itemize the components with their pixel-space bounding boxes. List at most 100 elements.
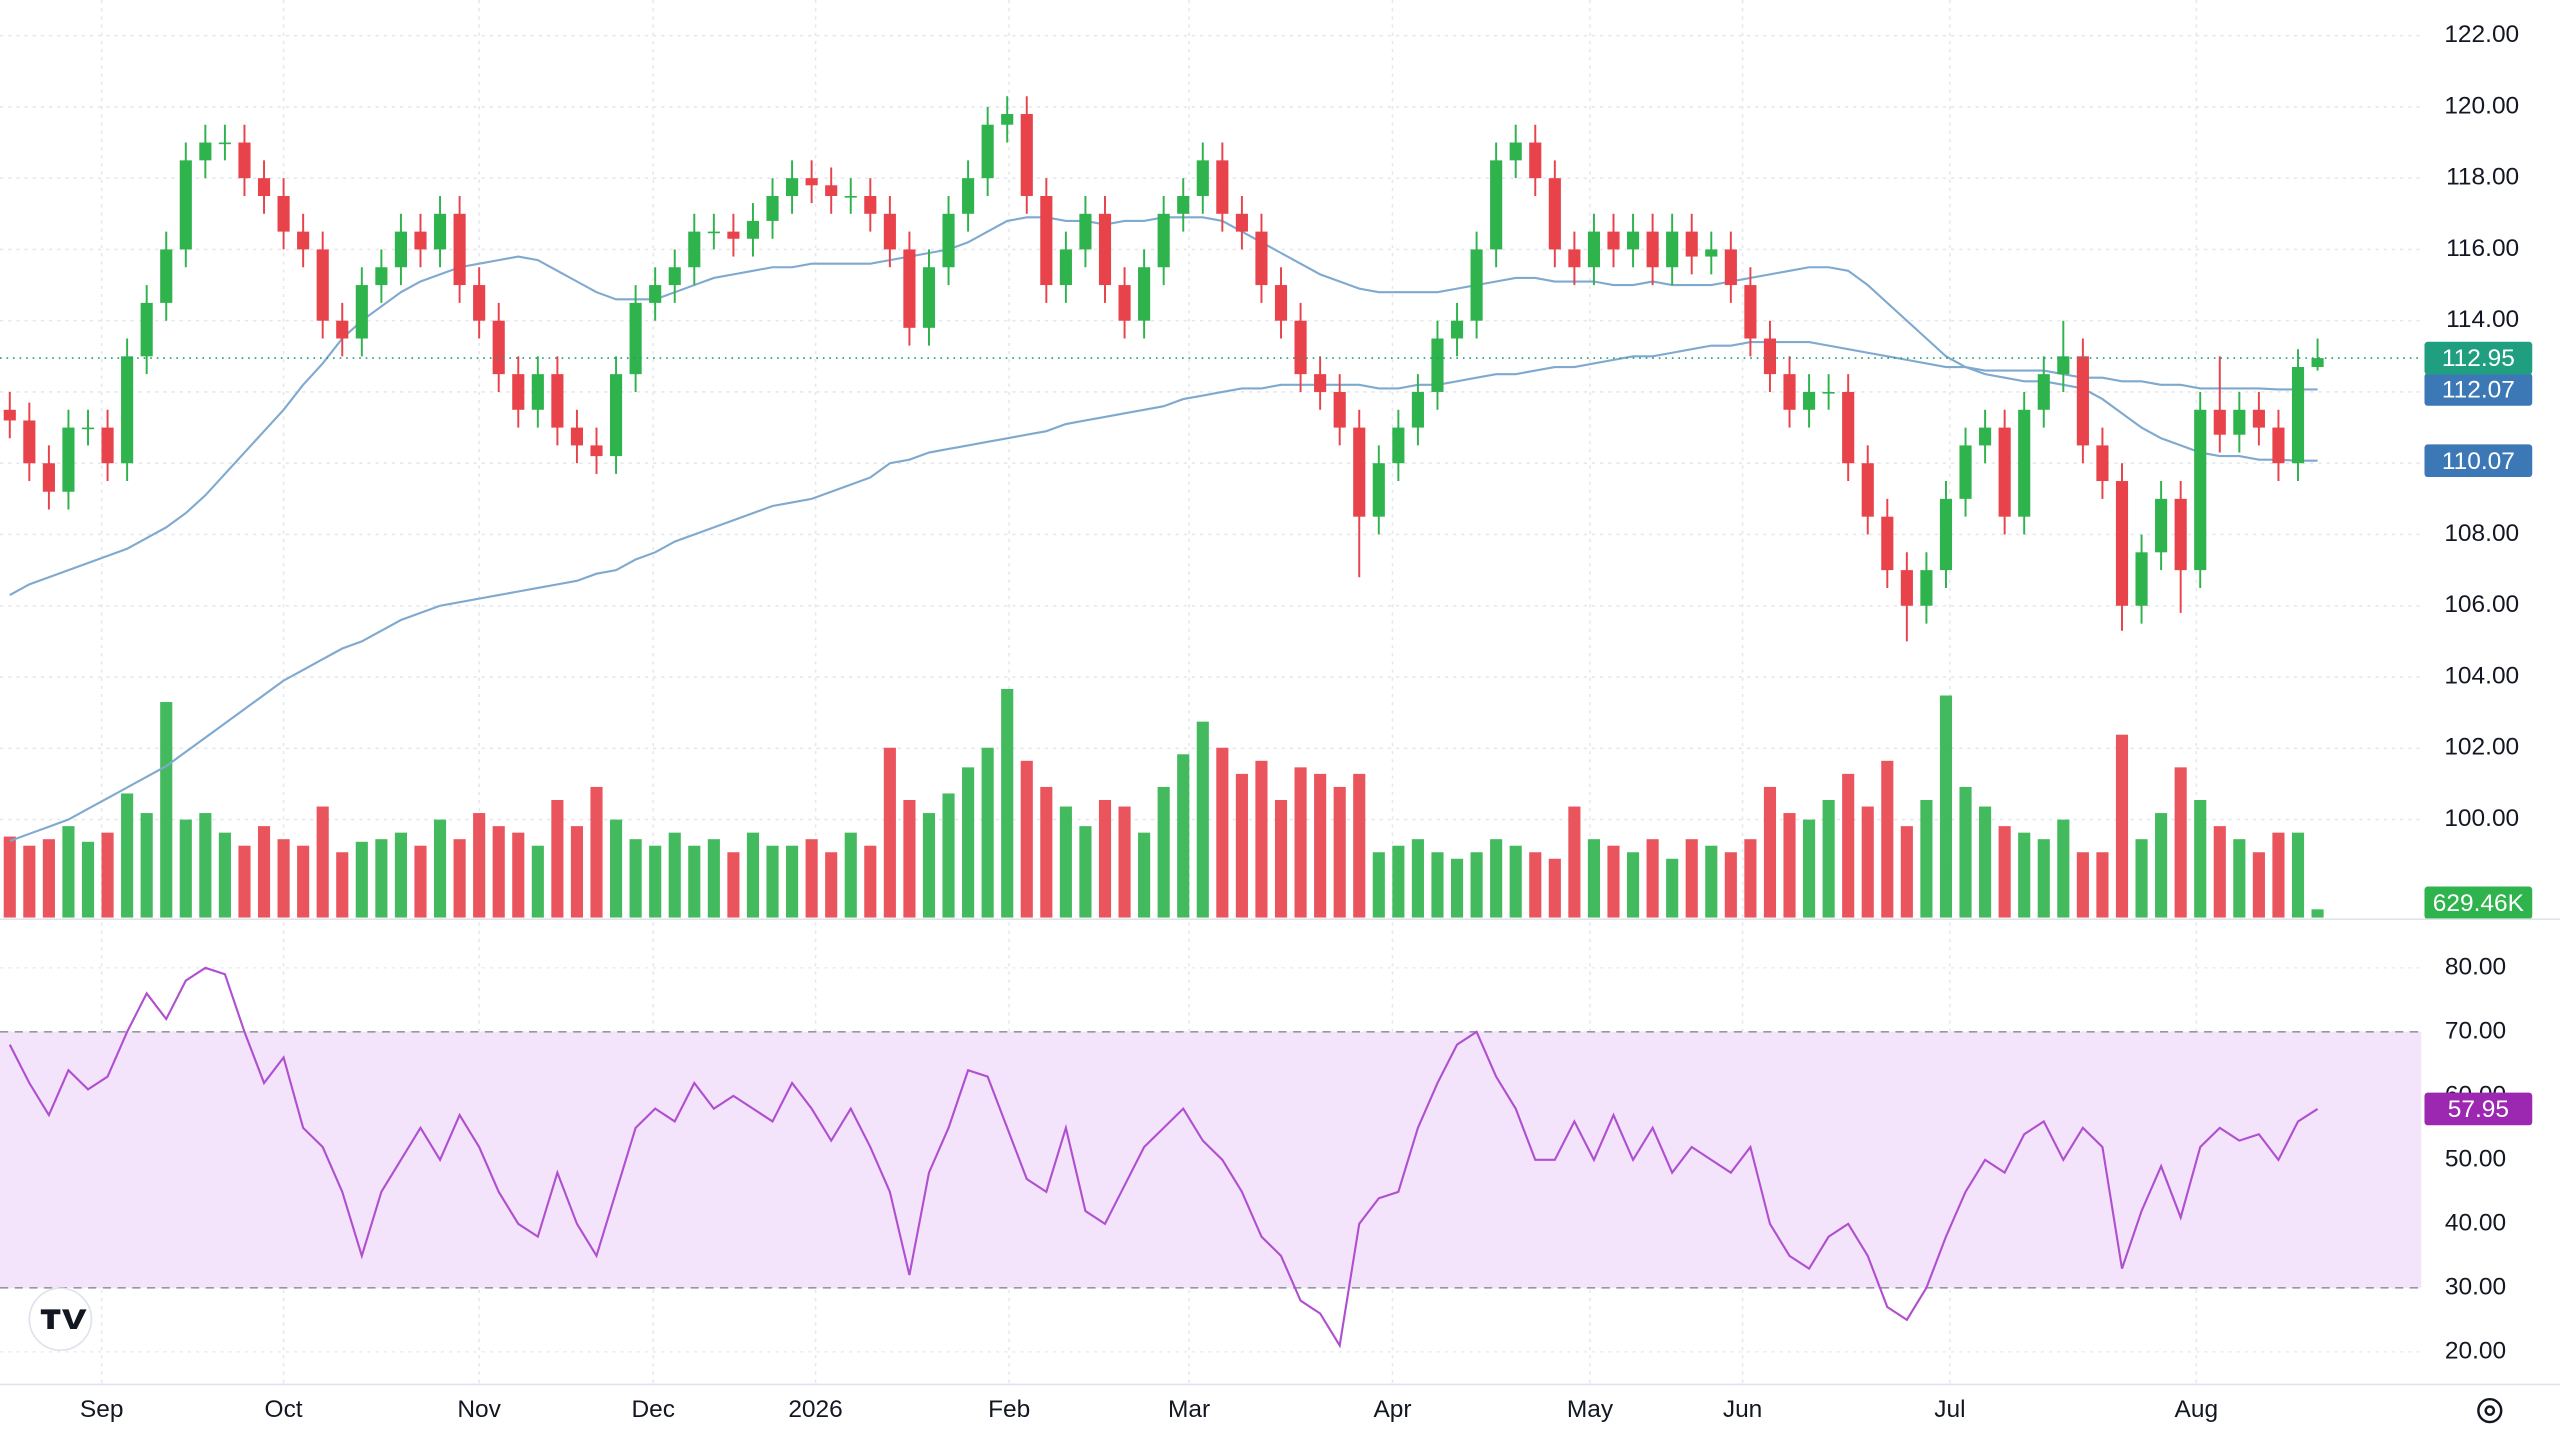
- volume-bar: [1353, 773, 1366, 918]
- x-tick-label: Feb: [988, 1396, 1030, 1423]
- volume-bar: [1900, 826, 1913, 918]
- candle: [218, 124, 231, 161]
- volume-bar: [2115, 734, 2129, 918]
- candle-body: [2135, 552, 2148, 606]
- volume-bar: [531, 845, 544, 918]
- candle-body: [1763, 338, 1777, 375]
- candle: [531, 356, 544, 428]
- candle-body: [1783, 374, 1796, 410]
- x-tick-label: Jun: [1723, 1396, 1762, 1423]
- candle: [1157, 195, 1170, 286]
- candle: [1666, 213, 1679, 286]
- volume-bar: [2037, 839, 2050, 918]
- candle-body: [394, 231, 407, 268]
- volume-bar: [962, 767, 975, 918]
- candle-body: [1705, 249, 1718, 257]
- candle: [179, 142, 192, 268]
- settings-button[interactable]: [2477, 1397, 2503, 1424]
- x-tick-label: May: [1567, 1396, 1614, 1423]
- candle: [2155, 481, 2168, 571]
- candle-body: [473, 285, 486, 321]
- x-tick-label: Sep: [80, 1396, 124, 1423]
- candle: [1411, 374, 1424, 446]
- candle-body: [2155, 498, 2168, 553]
- volume-bar: [316, 806, 329, 918]
- candle-body: [1861, 463, 1874, 517]
- candle: [42, 445, 55, 510]
- volume-bar: [101, 832, 114, 918]
- candle-body: [2037, 374, 2050, 410]
- candle-body: [1548, 178, 1561, 250]
- candle: [81, 409, 95, 446]
- volume-bar: [453, 839, 466, 918]
- x-tick-label: Dec: [631, 1396, 675, 1423]
- candle: [1900, 552, 1913, 642]
- volume-bar: [414, 845, 427, 918]
- candle: [1177, 178, 1190, 232]
- candle: [1822, 374, 1835, 410]
- x-tick-label: Apr: [1373, 1396, 1411, 1423]
- candle-body: [1333, 391, 1346, 428]
- last-price-label: 112.95: [2442, 345, 2515, 372]
- candle-body: [2174, 498, 2187, 571]
- volume-bar: [81, 841, 95, 918]
- candle: [2135, 534, 2148, 624]
- candle: [2272, 409, 2285, 482]
- volume-bar: [1920, 800, 1933, 918]
- volume-bar: [160, 702, 173, 918]
- y-tick-label: 102.00: [2444, 734, 2519, 761]
- candle-body: [2076, 356, 2089, 446]
- candle: [1216, 142, 1229, 232]
- moving-average-line: [9, 341, 2318, 842]
- volume-bar: [1314, 773, 1327, 918]
- volume-bar: [1666, 858, 1679, 918]
- candle: [1939, 481, 1953, 588]
- volume-bar: [1705, 845, 1718, 918]
- logo[interactable]: [28, 1287, 93, 1352]
- candle-body: [1040, 195, 1053, 286]
- candle: [1431, 320, 1444, 410]
- candle: [1059, 231, 1072, 303]
- candle-body: [942, 213, 955, 268]
- candle-body: [1079, 213, 1092, 250]
- candle: [1098, 195, 1112, 303]
- candle: [1744, 267, 1757, 357]
- candle-body: [81, 427, 95, 430]
- candle-body: [903, 249, 916, 328]
- y-tick-label: 118.00: [2446, 164, 2519, 191]
- candle: [1607, 213, 1620, 268]
- y-tick-label: 116.00: [2446, 235, 2519, 262]
- volume-layer: [3, 688, 2324, 918]
- volume-bar: [1861, 806, 1874, 918]
- candle-body: [746, 220, 760, 239]
- volume-bar: [238, 845, 251, 918]
- volume-bar: [1685, 839, 1698, 918]
- candle-body: [1666, 231, 1679, 268]
- volume-bar: [1431, 852, 1444, 918]
- candle: [1959, 427, 1972, 517]
- candle: [942, 195, 955, 286]
- candle: [1470, 231, 1483, 339]
- ma-label: 110.07: [2442, 448, 2515, 475]
- candle-body: [277, 195, 290, 232]
- volume-bar: [903, 800, 916, 918]
- y-tick-label: 114.00: [2446, 306, 2519, 333]
- candle: [355, 267, 368, 357]
- volume-bar: [1392, 845, 1405, 918]
- candle-body: [649, 285, 662, 303]
- candle: [786, 160, 799, 214]
- candle-body: [160, 249, 173, 303]
- candle: [883, 195, 896, 268]
- volume-bar: [1470, 852, 1483, 918]
- candle-body: [1177, 195, 1190, 214]
- ma-label-bg: [2424, 373, 2533, 406]
- volume-bar: [2096, 852, 2109, 918]
- candle-body: [1529, 142, 1542, 179]
- candle-body: [1685, 231, 1698, 257]
- volume-bar: [1763, 786, 1777, 918]
- volume-bar: [1607, 845, 1620, 918]
- gear-outer: [2477, 1397, 2503, 1424]
- candle-body: [414, 231, 427, 250]
- candle-body: [1274, 285, 1288, 321]
- candle-body: [1196, 160, 1209, 196]
